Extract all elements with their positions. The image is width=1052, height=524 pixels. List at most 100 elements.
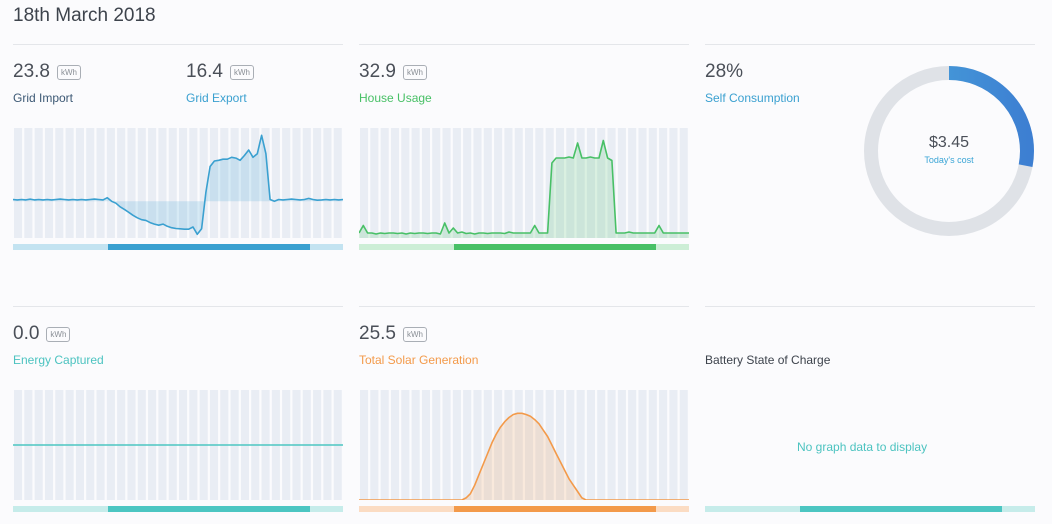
- battery-empty-message: No graph data to display: [797, 440, 928, 454]
- section-divider: [705, 44, 1035, 45]
- grid-stripe: [452, 128, 461, 238]
- solar-range-handle[interactable]: [454, 506, 656, 512]
- grid-stripe: [220, 128, 229, 238]
- grid-stripe: [179, 128, 188, 238]
- grid-stripe: [86, 128, 95, 238]
- grid-stripe: [514, 128, 523, 238]
- grid-stripe: [34, 128, 43, 238]
- solar-area: [359, 413, 689, 500]
- grid-stripe: [432, 128, 441, 238]
- grid-stripe: [411, 390, 420, 500]
- grid-stripe: [617, 128, 626, 238]
- grid-area: [13, 135, 343, 235]
- grid-stripe: [14, 128, 23, 238]
- energy-captured-label: Energy Captured: [13, 353, 104, 367]
- section-divider: [359, 44, 689, 45]
- battery-range-track[interactable]: [705, 506, 1035, 512]
- unit-badge: kWh: [402, 64, 427, 80]
- grid-stripe: [96, 128, 105, 238]
- solar-generation-chart[interactable]: [359, 390, 689, 500]
- captured-range-handle[interactable]: [108, 506, 310, 512]
- grid-stripe: [209, 128, 219, 238]
- grid-stripe: [566, 390, 575, 500]
- grid-stripe: [607, 390, 616, 500]
- grid-export-label: Grid Export: [186, 91, 247, 105]
- grid-range-track[interactable]: [13, 244, 343, 250]
- unit-badge: kWh: [56, 64, 81, 80]
- todays-cost-value: $3.45: [928, 134, 970, 151]
- grid-stripe: [360, 128, 369, 238]
- grid-stripe: [679, 128, 688, 238]
- grid-stripe: [597, 390, 606, 500]
- solar-generation-value: 25.5: [359, 323, 396, 344]
- grid-import-label: Grid Import: [13, 91, 74, 105]
- grid-stripe: [271, 128, 280, 238]
- grid-stripe: [380, 390, 389, 500]
- grid-stripe: [411, 128, 420, 238]
- donut-fill: [864, 66, 1034, 236]
- self-consumption-value: 28%: [705, 61, 744, 82]
- grid-stripe: [473, 390, 482, 500]
- grid-stripe: [127, 128, 136, 238]
- grid-stripe: [442, 390, 451, 500]
- grid-stripe: [282, 128, 291, 238]
- energy-captured-stat: 0.0 kWh: [13, 323, 71, 345]
- grid-stripe: [504, 128, 513, 238]
- grid-stripe: [313, 128, 322, 238]
- grid-stripe: [535, 390, 544, 500]
- grid-stripe: [638, 128, 647, 238]
- grid-stripe: [106, 128, 115, 238]
- grid-stripe: [576, 390, 585, 500]
- grid-stripe: [292, 128, 301, 238]
- grid-stripe: [65, 128, 74, 238]
- grid-stripe: [555, 390, 565, 500]
- grid-stripe: [189, 128, 198, 238]
- grid-stripe: [432, 390, 441, 500]
- grid-stripe: [483, 390, 492, 500]
- grid-stripe: [576, 128, 585, 238]
- grid-stripe: [230, 128, 239, 238]
- grid-stripe: [648, 128, 657, 238]
- house-usage-stat: 32.9 kWh: [359, 61, 427, 83]
- grid-range-handle[interactable]: [108, 244, 310, 250]
- grid-stripe: [370, 390, 379, 500]
- grid-export-stat: 16.4 kWh: [186, 61, 254, 83]
- grid-stripe: [168, 128, 177, 238]
- energy-captured-chart[interactable]: [13, 390, 343, 500]
- grid-stripe: [659, 390, 668, 500]
- grid-stripe: [483, 128, 492, 238]
- captured-range-track[interactable]: [13, 506, 343, 512]
- grid-stripe: [494, 390, 503, 500]
- grid-chart[interactable]: [13, 128, 343, 238]
- grid-stripe: [44, 128, 54, 238]
- grid-stripe: [323, 128, 332, 238]
- grid-stripe: [199, 128, 208, 238]
- grid-stripe: [514, 390, 523, 500]
- solar-range-track[interactable]: [359, 506, 689, 512]
- grid-stripe: [473, 128, 482, 238]
- grid-stripe: [586, 390, 595, 500]
- grid-stripe: [669, 128, 678, 238]
- todays-cost-label: Today's cost: [924, 155, 974, 165]
- grid-stripe: [401, 128, 410, 238]
- grid-stripe: [390, 390, 400, 500]
- grid-line: [13, 134, 343, 236]
- grid-stripe: [24, 128, 33, 238]
- house-range-track[interactable]: [359, 244, 689, 250]
- grid-stripe: [628, 390, 637, 500]
- battery-label: Battery State of Charge: [705, 353, 831, 367]
- grid-stripe: [463, 128, 472, 238]
- grid-stripe: [566, 128, 575, 238]
- grid-stripe: [628, 128, 637, 238]
- section-divider: [13, 44, 343, 45]
- self-consumption-stat: 28%: [705, 61, 743, 83]
- house-range-handle[interactable]: [454, 244, 656, 250]
- house-line: [359, 139, 689, 235]
- self-consumption-donut[interactable]: $3.45 Today's cost: [861, 63, 1037, 239]
- grid-stripe: [158, 128, 167, 238]
- grid-stripe: [442, 128, 451, 238]
- grid-stripe: [390, 128, 400, 238]
- battery-range-handle[interactable]: [800, 506, 1002, 512]
- house-usage-chart[interactable]: [359, 128, 689, 238]
- grid-stripe: [240, 128, 249, 238]
